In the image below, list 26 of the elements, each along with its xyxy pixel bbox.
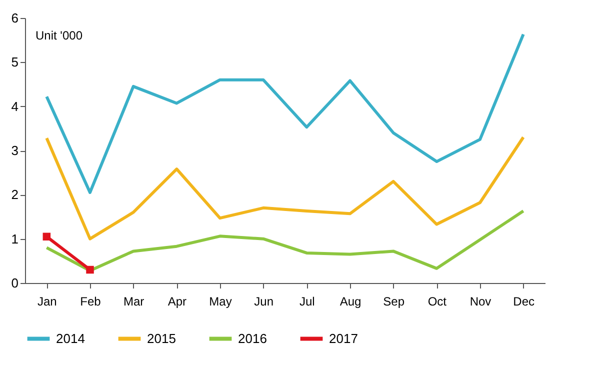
- y-axis-title: Unit '000: [36, 28, 83, 42]
- legend-label: 2014: [56, 330, 85, 346]
- x-tick-label: Jun: [254, 294, 274, 308]
- x-tick-label: Oct: [428, 294, 448, 308]
- y-tick-label: 2: [11, 187, 18, 202]
- x-tick-label: Sep: [383, 294, 405, 308]
- x-tick-label: Apr: [168, 294, 187, 308]
- x-tick-label: Jan: [37, 294, 57, 308]
- x-tick-label: Jul: [299, 294, 315, 308]
- x-tick-label: Dec: [513, 294, 535, 308]
- line-series: [45, 210, 525, 272]
- legend-label: 2017: [329, 330, 358, 346]
- y-tick-label: 1: [11, 231, 18, 246]
- y-tick-label: 5: [11, 54, 18, 70]
- x-tick-label: Mar: [123, 294, 144, 308]
- line-series: [45, 136, 525, 240]
- y-tick-label: 6: [11, 10, 18, 26]
- y-tick-label: 3: [11, 143, 18, 158]
- x-tick-label: Feb: [80, 294, 102, 308]
- x-tick-label: Nov: [470, 294, 492, 308]
- x-tick-label: May: [209, 294, 232, 308]
- legend-label: 2016: [238, 330, 267, 346]
- y-tick-label: 4: [11, 98, 18, 114]
- y-tick-label: 0: [11, 276, 18, 290]
- x-tick-label: Aug: [340, 294, 362, 308]
- legend-label: 2015: [147, 330, 176, 346]
